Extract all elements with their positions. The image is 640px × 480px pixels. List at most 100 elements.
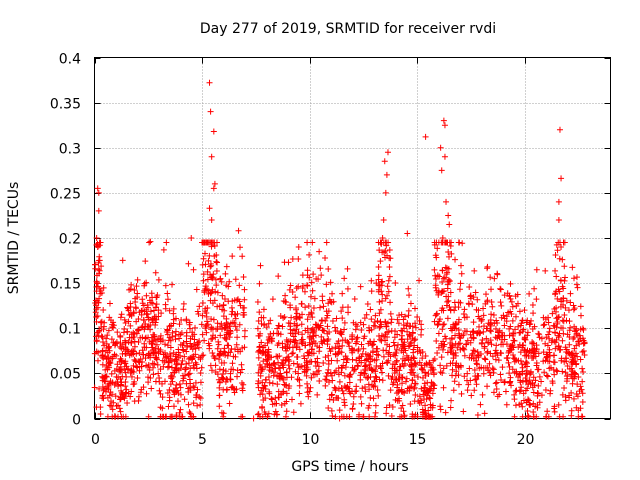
data-point — [278, 391, 285, 398]
data-point — [571, 375, 578, 382]
data-point — [374, 386, 381, 393]
data-point — [412, 411, 419, 418]
data-point — [118, 345, 125, 352]
data-point — [479, 391, 486, 398]
data-point — [516, 341, 523, 348]
data-point — [149, 340, 156, 347]
data-point — [96, 239, 103, 246]
data-point — [507, 378, 514, 385]
data-point — [93, 313, 100, 320]
data-point — [505, 359, 512, 366]
data-point — [221, 345, 228, 352]
data-point — [443, 270, 450, 277]
data-point — [574, 284, 581, 291]
data-point — [303, 372, 310, 379]
data-point — [498, 377, 505, 384]
data-point — [446, 304, 453, 311]
data-point — [560, 285, 567, 292]
data-point — [509, 317, 516, 324]
data-point — [369, 342, 376, 349]
data-point — [382, 295, 389, 302]
data-point — [580, 369, 587, 376]
data-point — [182, 366, 189, 373]
data-point — [473, 376, 480, 383]
data-point — [270, 372, 277, 379]
data-point — [186, 319, 193, 326]
data-point — [322, 376, 329, 383]
data-point — [213, 282, 220, 289]
data-point — [577, 356, 584, 363]
data-point — [157, 390, 164, 397]
data-point — [287, 304, 294, 311]
data-point — [274, 411, 281, 418]
data-point — [199, 331, 206, 338]
data-point — [542, 387, 549, 394]
data-point — [137, 334, 144, 341]
data-point — [580, 347, 587, 354]
data-point — [546, 325, 553, 332]
data-point — [220, 366, 227, 373]
data-point — [486, 360, 493, 367]
data-point — [179, 413, 186, 420]
data-point — [384, 341, 391, 348]
data-point — [241, 304, 248, 311]
data-point — [116, 405, 123, 412]
data-point — [501, 322, 508, 329]
data-point — [531, 323, 538, 330]
data-point — [554, 295, 561, 302]
data-point — [351, 296, 358, 303]
data-point — [154, 292, 161, 299]
data-point — [324, 341, 331, 348]
data-point — [117, 387, 124, 394]
data-point — [231, 389, 238, 396]
data-point — [174, 398, 181, 405]
data-point — [142, 335, 149, 342]
data-point — [199, 312, 206, 319]
data-point — [173, 351, 180, 358]
data-point — [304, 282, 311, 289]
data-point — [225, 342, 232, 349]
data-point — [221, 325, 228, 332]
data-point — [454, 344, 461, 351]
data-point — [456, 286, 463, 293]
data-point — [518, 320, 525, 327]
data-point — [162, 341, 169, 348]
data-point — [132, 357, 139, 364]
data-point — [551, 405, 558, 412]
data-point — [458, 332, 465, 339]
data-point — [117, 382, 124, 389]
data-point — [205, 257, 212, 264]
data-point — [510, 331, 517, 338]
data-point — [388, 316, 395, 323]
data-point — [208, 315, 215, 322]
data-point — [162, 305, 169, 312]
data-point — [136, 349, 143, 356]
y-tick-label: 0.15 — [50, 277, 81, 293]
data-point — [269, 335, 276, 342]
data-point — [406, 292, 413, 299]
data-point — [438, 342, 445, 349]
data-point — [431, 318, 438, 325]
data-point — [560, 413, 567, 420]
data-point — [455, 372, 462, 379]
data-point — [147, 308, 154, 315]
data-point — [360, 345, 367, 352]
data-point — [386, 255, 393, 262]
data-point — [367, 306, 374, 313]
data-point — [497, 349, 504, 356]
data-point — [104, 382, 111, 389]
data-point — [287, 330, 294, 337]
data-point — [383, 359, 390, 366]
data-point — [451, 307, 458, 314]
data-point — [535, 350, 542, 357]
data-point — [147, 238, 154, 245]
data-point — [441, 287, 448, 294]
data-point — [466, 301, 473, 308]
data-point — [392, 396, 399, 403]
data-point — [346, 379, 353, 386]
data-point — [146, 239, 153, 246]
data-point — [495, 357, 502, 364]
data-point — [457, 280, 464, 287]
data-point — [350, 401, 357, 408]
data-point — [183, 333, 190, 340]
